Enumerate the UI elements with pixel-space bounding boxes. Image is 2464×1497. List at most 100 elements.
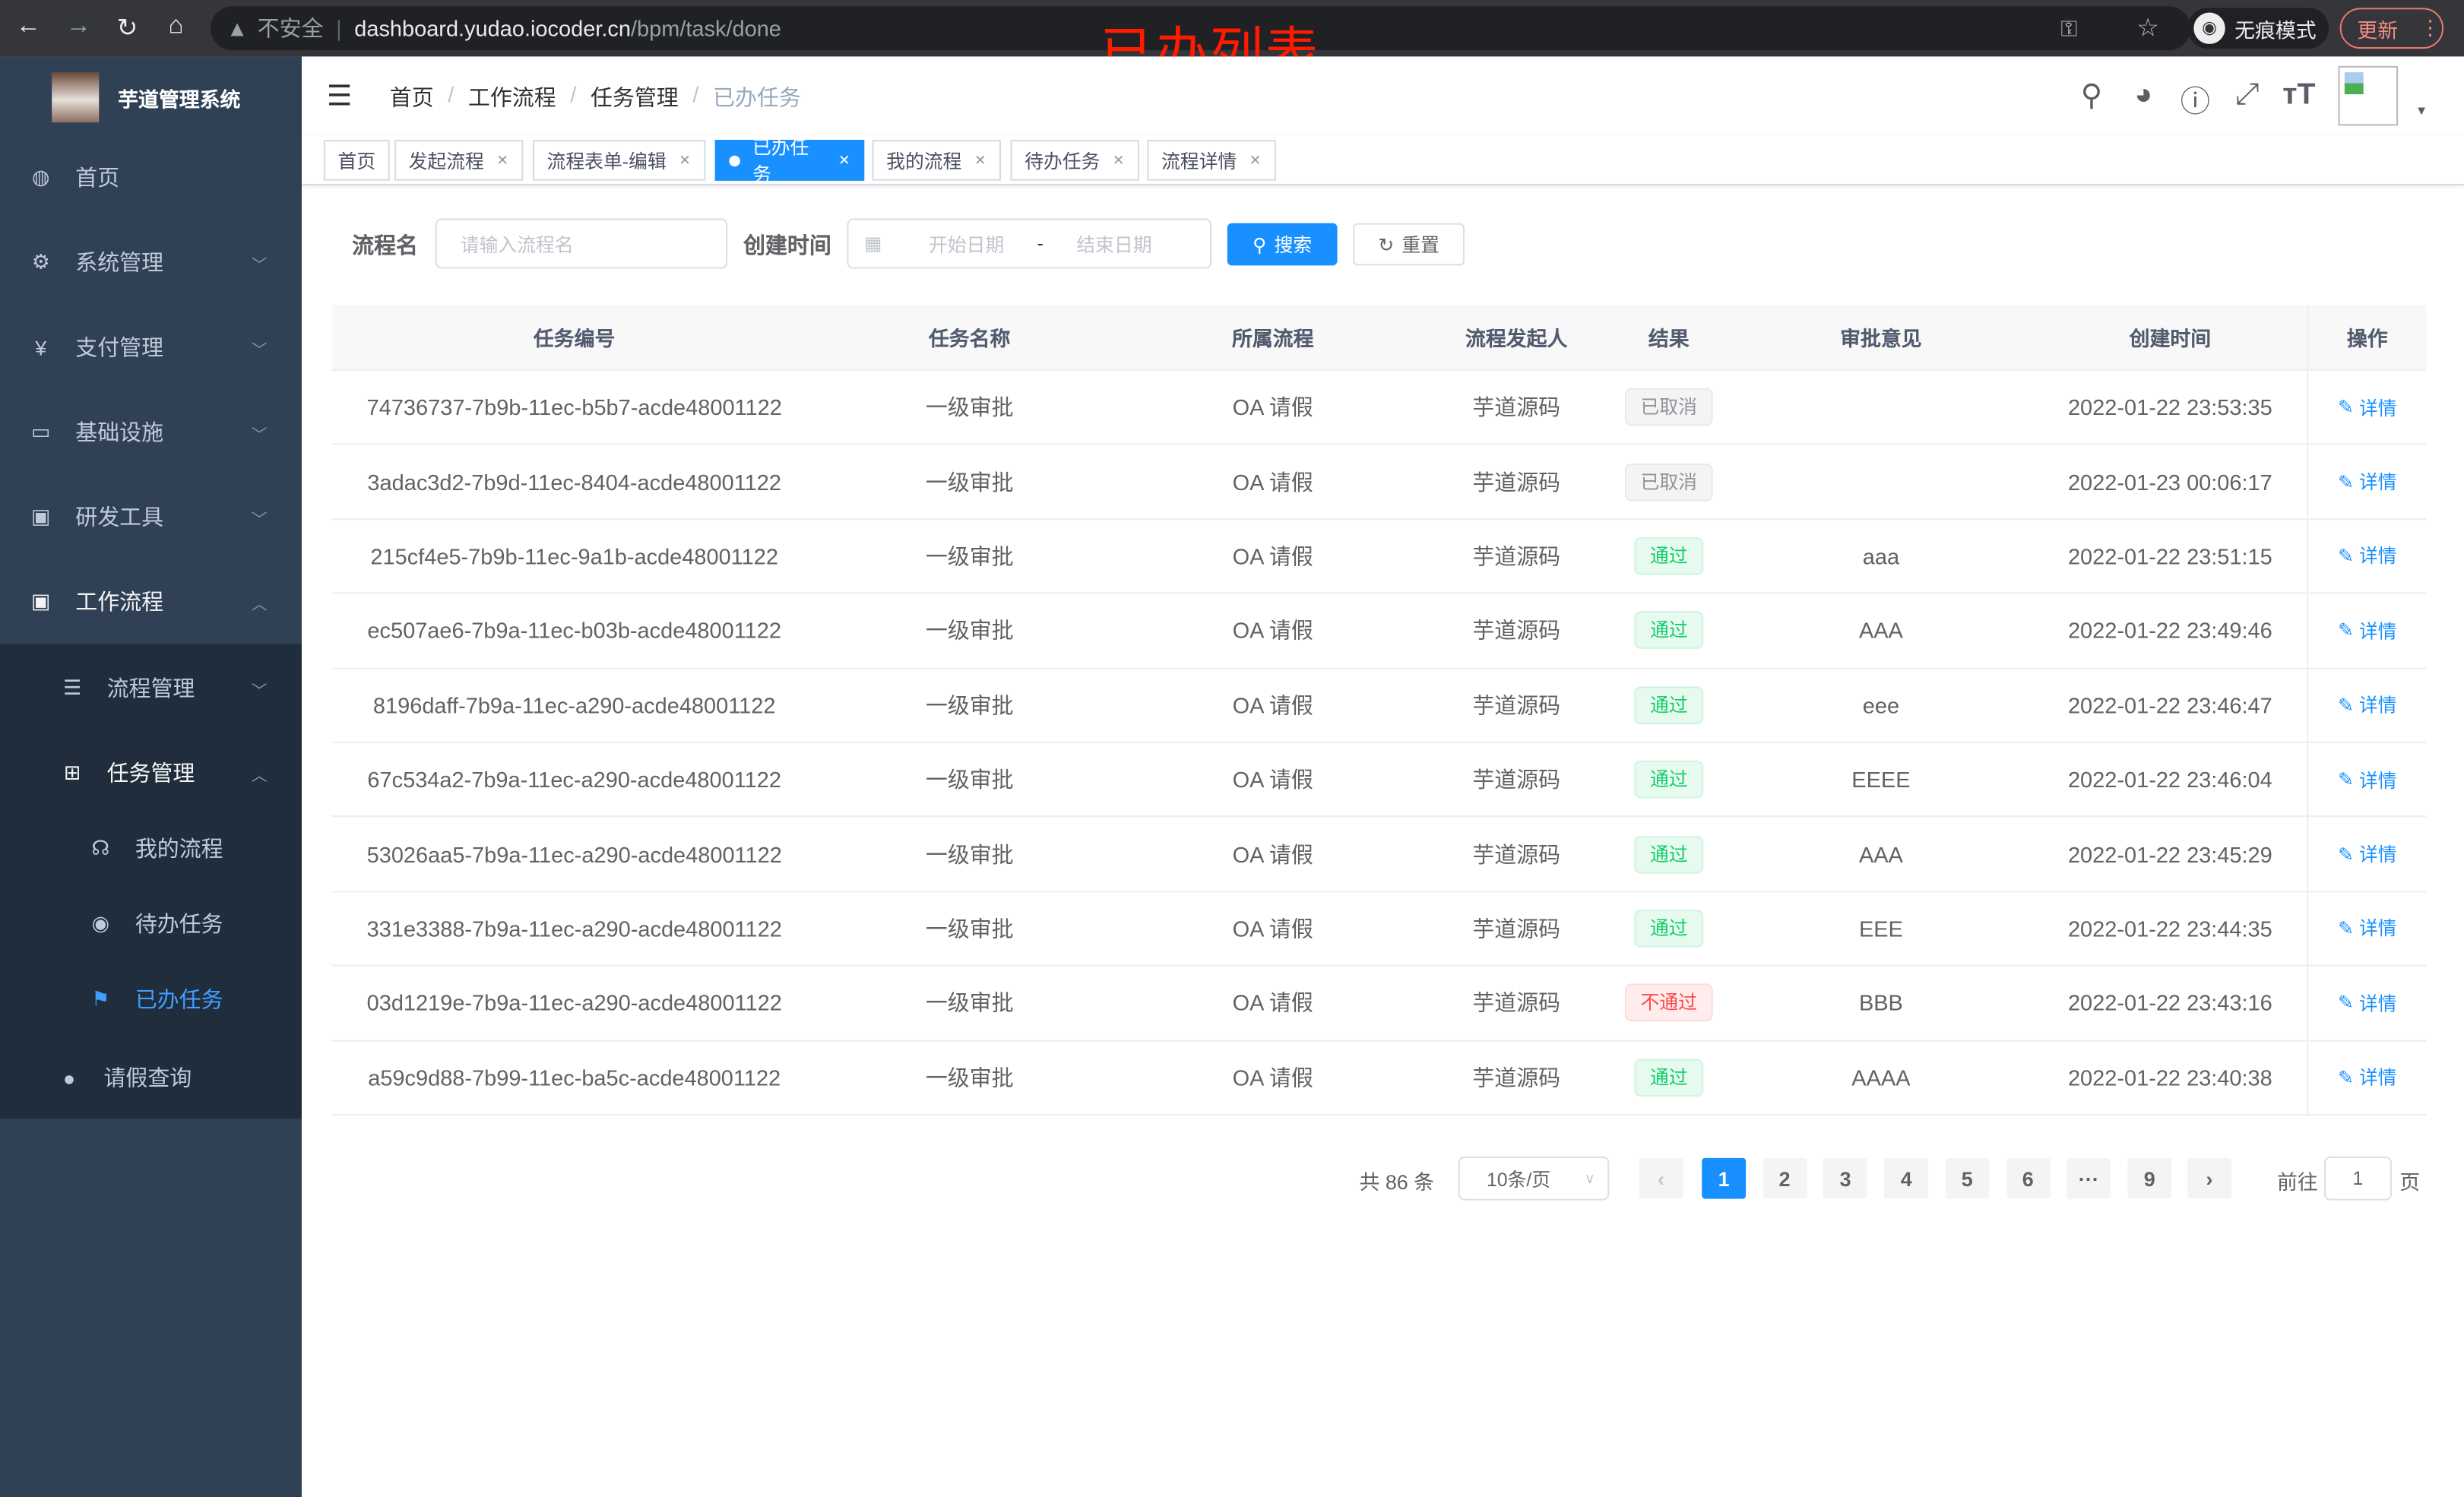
close-icon[interactable]: ✕	[838, 151, 850, 168]
prev-page-button[interactable]: ‹	[1639, 1157, 1683, 1199]
tag-process-detail[interactable]: 流程详情 ✕	[1147, 140, 1275, 181]
process-name-input[interactable]: 请输入流程名	[435, 218, 728, 269]
font-size-icon[interactable]: тT	[2282, 78, 2316, 112]
close-icon[interactable]: ✕	[679, 151, 691, 168]
next-page-button[interactable]: ›	[2187, 1157, 2231, 1199]
page-button[interactable]: 5	[1945, 1157, 1990, 1199]
comment: AAA	[1858, 618, 1903, 644]
task-id: 8196daff-7b9a-11ec-a290-acde48001122	[372, 692, 776, 718]
hamburger-icon[interactable]: ☰	[327, 80, 353, 112]
sidebar-item-home[interactable]: ◍ 首页	[0, 135, 302, 220]
input-value: 1	[2352, 1167, 2364, 1190]
close-icon[interactable]: ✕	[1112, 151, 1125, 168]
create-time: 2022-01-22 23:40:38	[2067, 1065, 2272, 1090]
avatar[interactable]	[2338, 65, 2399, 126]
submenu-background	[0, 644, 302, 1119]
key-icon[interactable]: ⚿	[2060, 14, 2078, 40]
sidebar-item-tool[interactable]: ▣ 研发工具 ﹀	[0, 474, 302, 559]
detail-link[interactable]: ✎ 详情	[2307, 817, 2426, 891]
breadcrumb-item[interactable]: 首页	[389, 84, 434, 110]
detail-link[interactable]: ✎ 详情	[2307, 519, 2426, 593]
menu-label: 首页	[75, 165, 120, 191]
close-icon[interactable]: ✕	[1249, 151, 1262, 168]
chevron-down-icon: ﹀	[251, 426, 268, 445]
detail-label: 详情	[2358, 992, 2397, 1015]
button-label: 重置	[1401, 234, 1439, 257]
page-button[interactable]: 6	[2006, 1157, 2051, 1199]
page-button[interactable]: 4	[1884, 1157, 1929, 1199]
start-date-input[interactable]: 开始日期	[928, 233, 1005, 255]
end-date-input[interactable]: 结束日期	[1076, 233, 1152, 255]
tag-done-task[interactable]: 已办任务 ✕	[714, 137, 865, 185]
date-range-picker[interactable]: ▦ 开始日期 - 结束日期	[847, 218, 1212, 269]
incognito-badge[interactable]: ◉ 无痕模式	[2187, 8, 2329, 49]
back-icon[interactable]: ←	[15, 12, 41, 40]
create-time: 2022-01-22 23:43:16	[2067, 990, 2272, 1016]
reload-icon[interactable]: ↻	[116, 15, 138, 43]
tag-start-process[interactable]: 发起流程 ✕	[394, 140, 523, 181]
tag-label: 流程表单-编辑	[546, 150, 667, 172]
sidebar-item-my-process[interactable]: ☊ 我的流程	[0, 811, 302, 886]
sidebar-item-process-manage[interactable]: ☰ 流程管理 ﹀	[0, 646, 302, 731]
create-time: 2022-01-22 23:49:46	[2067, 618, 2272, 644]
close-icon[interactable]: ✕	[974, 151, 987, 168]
process-name: OA 请假	[1232, 767, 1313, 793]
breadcrumb-item[interactable]: 任务管理	[590, 84, 679, 110]
page-button[interactable]: 2	[1762, 1157, 1807, 1199]
star-icon[interactable]: ☆	[2136, 15, 2159, 43]
page-button[interactable]: 9	[2127, 1157, 2172, 1199]
column-header: 任务编号	[533, 327, 616, 351]
home-icon[interactable]: ⌂	[168, 12, 184, 40]
edit-icon: ✎	[2338, 545, 2359, 568]
github-icon[interactable]: ◕	[2134, 78, 2153, 112]
fullscreen-icon[interactable]: ⤢	[2234, 78, 2260, 112]
tag-todo-task[interactable]: 待办任务 ✕	[1010, 140, 1139, 181]
breadcrumb-item[interactable]: 工作流程	[467, 84, 556, 110]
page-button[interactable]: 3	[1823, 1157, 1868, 1199]
detail-link[interactable]: ✎ 详情	[2307, 370, 2426, 444]
caret-down-icon[interactable]: ▼	[2415, 103, 2428, 119]
tag-my-process[interactable]: 我的流程 ✕	[872, 140, 1001, 181]
help-icon[interactable]: ⓘ	[2180, 86, 2211, 120]
address-bar[interactable]: ▲ 不安全 | dashboard.yudao.iocoder.cn/bpm/t…	[211, 6, 2191, 51]
sidebar-item-pay[interactable]: ¥ 支付管理 ﹀	[0, 305, 302, 390]
sidebar-item-infra[interactable]: ▭ 基础设施 ﹀	[0, 390, 302, 475]
reset-button[interactable]: ↻ 重置	[1353, 223, 1465, 266]
sidebar-item-todo[interactable]: ◉ 待办任务	[0, 886, 302, 961]
forward-icon[interactable]: →	[65, 12, 91, 40]
detail-link[interactable]: ✎ 详情	[2307, 445, 2426, 518]
search-icon[interactable]: ⚲	[2080, 80, 2103, 113]
sidebar-item-done[interactable]: ⚑ 已办任务	[0, 961, 302, 1037]
yen-icon: ¥	[35, 335, 47, 359]
page-button[interactable]: ···	[2067, 1157, 2111, 1199]
url-path: /bpm/task/done	[630, 15, 781, 41]
tag-home[interactable]: 首页	[323, 140, 390, 181]
page-size-select[interactable]: 10条/页 ∨	[1458, 1156, 1610, 1201]
task-id: 215cf4e5-7b9b-11ec-9a1b-acde48001122	[370, 543, 778, 569]
toolbox-icon: ▣	[31, 589, 51, 613]
detail-link[interactable]: ✎ 详情	[2307, 1040, 2426, 1114]
table-row: 8196daff-7b9a-11ec-a290-acde48001122 一级审…	[331, 668, 2427, 743]
sidebar: 芋道管理系统 ◍ 首页 ⚙ 系统管理 ﹀ ¥ 支付管理 ﹀ ▭ 基础设施 ﹀ ▣ 研发工具 ﹀ ▣…	[0, 56, 302, 1497]
task-id: 331e3388-7b9a-11ec-a290-acde48001122	[366, 916, 782, 942]
close-icon[interactable]: ✕	[496, 151, 508, 168]
page-button[interactable]: 1	[1702, 1157, 1747, 1199]
detail-link[interactable]: ✎ 详情	[2307, 668, 2426, 742]
detail-link[interactable]: ✎ 详情	[2307, 966, 2426, 1040]
chevron-up-icon: ︿	[251, 596, 268, 614]
create-time: 2022-01-22 23:46:04	[2067, 767, 2272, 793]
detail-link[interactable]: ✎ 详情	[2307, 891, 2426, 965]
sidebar-item-task-manage[interactable]: ⊞ 任务管理 ︿	[0, 730, 302, 815]
detail-link[interactable]: ✎ 详情	[2307, 742, 2426, 816]
goto-page-input[interactable]: 1	[2323, 1156, 2392, 1201]
result-badge: 已取消	[1624, 388, 1713, 426]
search-button[interactable]: ⚲ 搜索	[1227, 223, 1338, 266]
update-button[interactable]: 更新 ⋮	[2339, 8, 2444, 49]
tag-form-edit[interactable]: 流程表单-编辑 ✕	[532, 140, 705, 181]
sidebar-item-system[interactable]: ⚙ 系统管理 ﹀	[0, 220, 302, 305]
sidebar-item-workflow[interactable]: ▣ 工作流程 ︿	[0, 559, 302, 644]
sidebar-item-leave[interactable]: ● 请假查询	[0, 1039, 302, 1117]
sidebar-logo[interactable]: 芋道管理系统	[0, 56, 302, 138]
create-time: 2022-01-22 23:45:29	[2067, 841, 2272, 867]
detail-link[interactable]: ✎ 详情	[2307, 593, 2426, 667]
